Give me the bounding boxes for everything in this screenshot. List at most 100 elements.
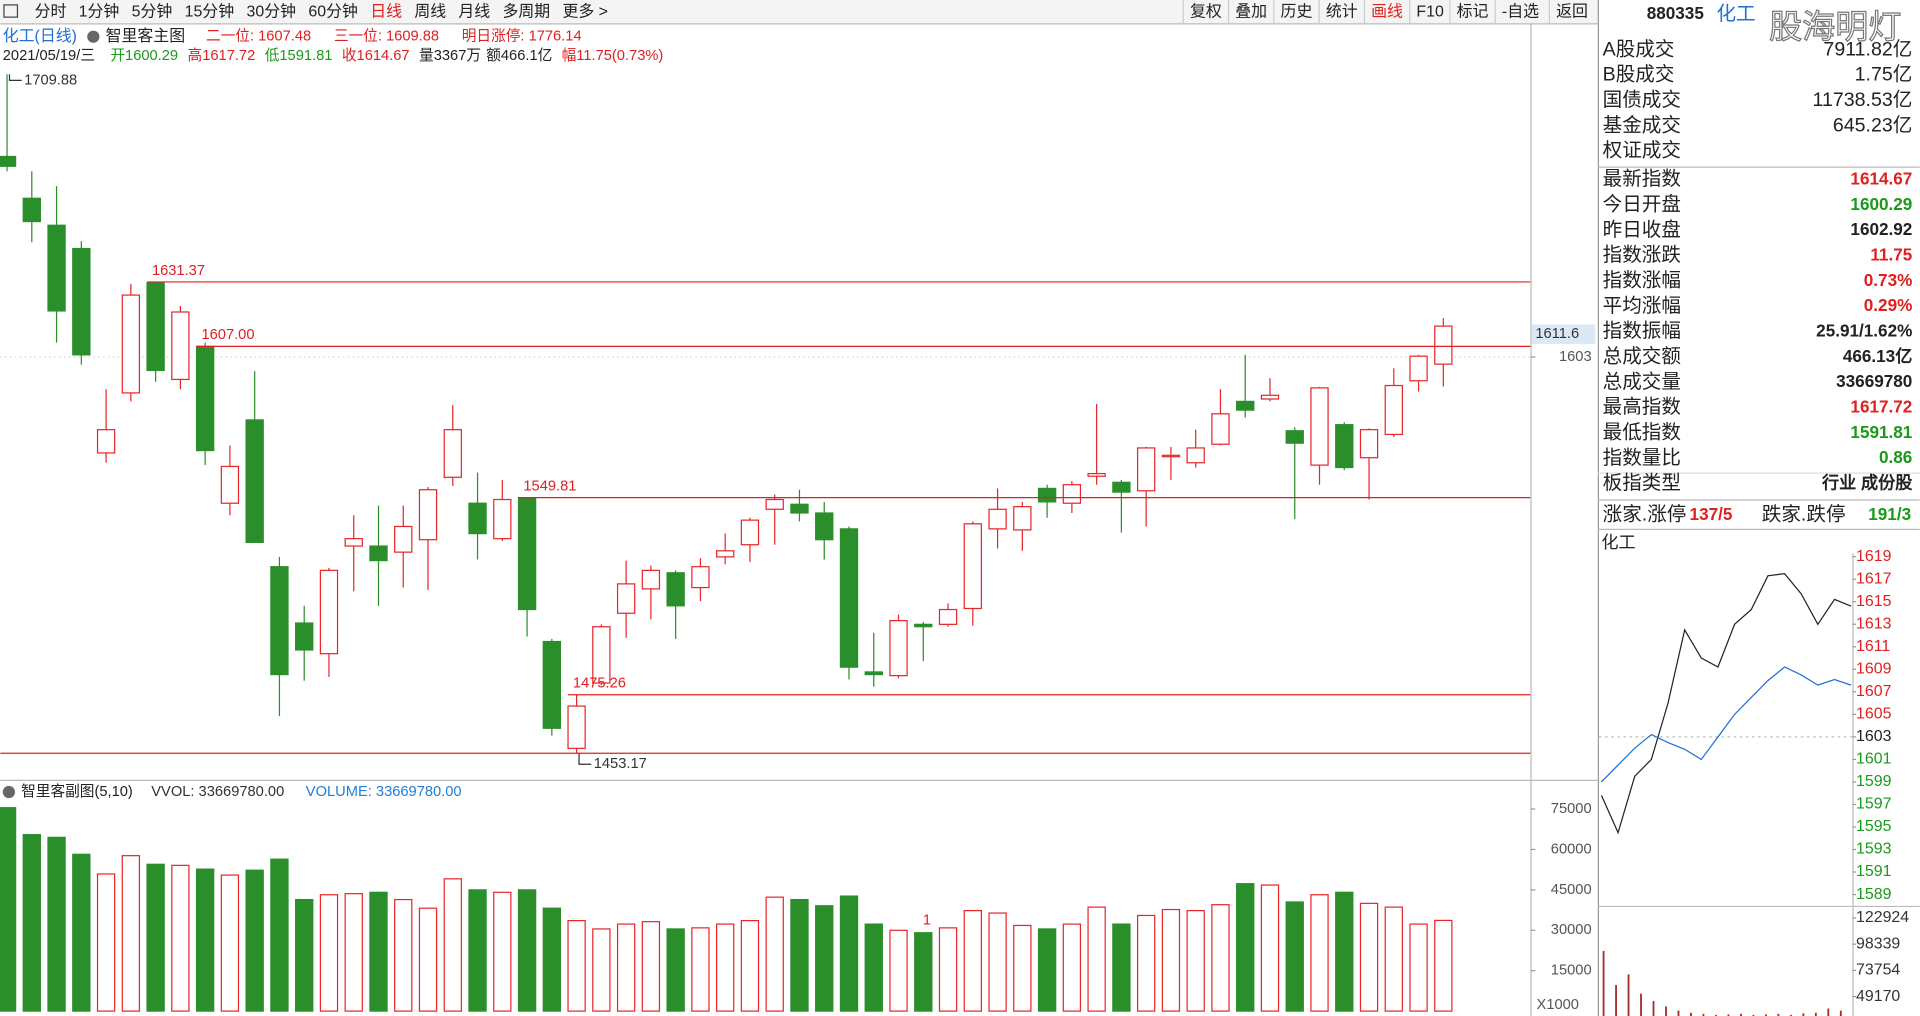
toolbar-tab[interactable]: 5分钟 xyxy=(132,2,173,20)
extreme-arrow xyxy=(578,753,592,765)
volume-bar xyxy=(1310,894,1329,1012)
toolbar-button[interactable]: 画线 xyxy=(1371,2,1403,20)
stat-value: 7911.82亿 xyxy=(1823,38,1912,60)
y-tick-label: 1605 xyxy=(1856,706,1892,723)
candle-body xyxy=(1310,387,1329,466)
toolbar-tab[interactable]: 更多 > xyxy=(562,2,608,20)
mini-volume-bar xyxy=(1827,1008,1830,1016)
candle-body xyxy=(344,538,363,547)
y-tick-label: 75000 xyxy=(1551,801,1592,817)
price-line xyxy=(1600,572,1852,835)
toolbar-button[interactable]: 标记 xyxy=(1457,2,1489,20)
toolbar-tab[interactable]: 多周期 xyxy=(502,2,550,20)
chart-title: 化工(日线) xyxy=(3,27,77,45)
candle-body xyxy=(815,512,834,541)
volume-bar xyxy=(245,869,264,1012)
volume-bar xyxy=(963,910,982,1012)
volume-bar xyxy=(1136,914,1156,1012)
toolbar-tab[interactable]: 日线 xyxy=(370,2,402,20)
volume-bar xyxy=(270,858,289,1012)
toolbar-tab[interactable]: 分时 xyxy=(35,2,67,20)
stat-value: 1617.72 xyxy=(1850,397,1912,417)
stat-label: 总成交量 xyxy=(1603,371,1681,393)
toolbar-tab[interactable]: 月线 xyxy=(458,2,490,20)
volume-bar xyxy=(72,853,91,1012)
volume-bar xyxy=(493,891,512,1012)
candle-body xyxy=(790,503,809,514)
candle-body xyxy=(1136,447,1156,492)
mini-volume-bar xyxy=(1627,974,1630,1016)
quote-date: 2021/05/19/三 xyxy=(3,48,95,64)
volume-bar xyxy=(517,889,537,1012)
toolbar-tab[interactable]: 1分钟 xyxy=(79,2,120,20)
stat-value: 0.86 xyxy=(1879,447,1912,467)
toolbar-button[interactable]: 历史 xyxy=(1281,2,1313,20)
sub-chart-title: 智里客副图(5,10) xyxy=(21,782,133,800)
toolbar-icon[interactable] xyxy=(3,4,19,18)
candle-body xyxy=(418,489,438,541)
y-tick-label: 1617 xyxy=(1856,570,1892,587)
price-line xyxy=(1600,666,1852,783)
extreme-label: 1709.88 xyxy=(24,72,77,88)
mini-volume-bar xyxy=(1677,1010,1680,1016)
level-value: 二一位: 1607.48 xyxy=(206,28,311,45)
candle-body xyxy=(1062,484,1082,504)
volume-bar xyxy=(195,868,215,1012)
volume-bar xyxy=(0,807,17,1012)
watermark: 股海明灯 xyxy=(1769,9,1901,46)
candle-body xyxy=(195,345,215,452)
toolbar-tab[interactable]: 60分钟 xyxy=(308,2,358,20)
candle-body xyxy=(666,572,685,607)
toolbar-tab[interactable]: 周线 xyxy=(414,2,446,20)
toolbar-button[interactable]: 叠加 xyxy=(1235,2,1267,20)
y-tick-label: 98339 xyxy=(1856,935,1900,952)
volume-bar xyxy=(938,927,958,1012)
level-label: 1475.26 xyxy=(573,676,626,692)
quote-item: 高1617.72 xyxy=(188,47,256,64)
candle-body xyxy=(369,545,388,562)
volume-bar xyxy=(1013,924,1032,1012)
mini-volume-bar xyxy=(1752,1014,1755,1016)
volume-bar xyxy=(1236,883,1255,1012)
breadth-value: 137/5 xyxy=(1690,504,1733,524)
volume-bar xyxy=(864,923,883,1012)
quote-item: 量3367万 xyxy=(419,48,481,64)
y-tick-label: 1593 xyxy=(1856,841,1892,858)
stat-value: 33669780 xyxy=(1836,371,1912,391)
mini-volume-bar xyxy=(1727,1014,1730,1016)
toolbar-button[interactable]: -自选 xyxy=(1502,2,1539,20)
toolbar-button[interactable]: 返回 xyxy=(1556,2,1588,20)
toolbar-button[interactable]: 复权 xyxy=(1190,2,1222,20)
stat-label: A股成交 xyxy=(1603,38,1675,60)
candle-body xyxy=(740,519,760,546)
candle-body xyxy=(938,608,958,625)
indicator-icon[interactable] xyxy=(87,30,100,43)
toolbar-tab[interactable]: 15分钟 xyxy=(185,2,235,20)
volume-bar xyxy=(914,932,933,1012)
toolbar-button[interactable]: 统计 xyxy=(1326,2,1358,20)
mini-volume-bar xyxy=(1839,1010,1842,1016)
level-value: 明日涨停: 1776.14 xyxy=(462,28,582,45)
toolbar-tab[interactable]: 30分钟 xyxy=(246,2,296,20)
volume-bar xyxy=(295,898,314,1012)
candle-body xyxy=(146,282,165,372)
volume-bar xyxy=(666,928,685,1012)
level-label: 1631.37 xyxy=(152,263,205,279)
stat-value: 0.73% xyxy=(1864,270,1913,290)
candle-body xyxy=(1359,429,1379,459)
toolbar-button[interactable]: F10 xyxy=(1416,3,1444,20)
level-label: 1549.81 xyxy=(523,478,576,494)
mini-volume-bar xyxy=(1702,1013,1705,1016)
stat-label: 昨日收盘 xyxy=(1603,219,1681,241)
volume-unit: X1000 xyxy=(1537,997,1579,1013)
candle-body xyxy=(96,429,116,454)
candle-body xyxy=(394,525,413,553)
indicator-name: 智里客主图 xyxy=(106,27,186,45)
volume-bar xyxy=(1062,923,1082,1012)
sub-indicator-icon[interactable] xyxy=(2,785,15,799)
volume-bar xyxy=(344,893,363,1012)
y-tick-label: 1609 xyxy=(1856,661,1892,678)
